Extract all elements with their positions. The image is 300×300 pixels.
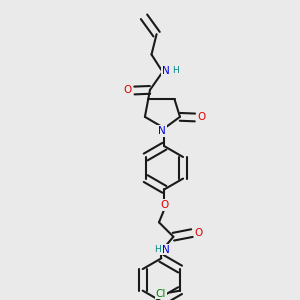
Text: Cl: Cl — [155, 289, 166, 298]
Text: H: H — [172, 66, 178, 75]
Text: O: O — [197, 112, 206, 122]
Text: O: O — [194, 228, 203, 238]
Text: O: O — [124, 85, 132, 95]
Text: O: O — [160, 200, 169, 210]
Text: N: N — [162, 244, 170, 255]
Text: N: N — [158, 126, 166, 136]
Text: N: N — [162, 66, 170, 76]
Text: H: H — [154, 245, 161, 254]
